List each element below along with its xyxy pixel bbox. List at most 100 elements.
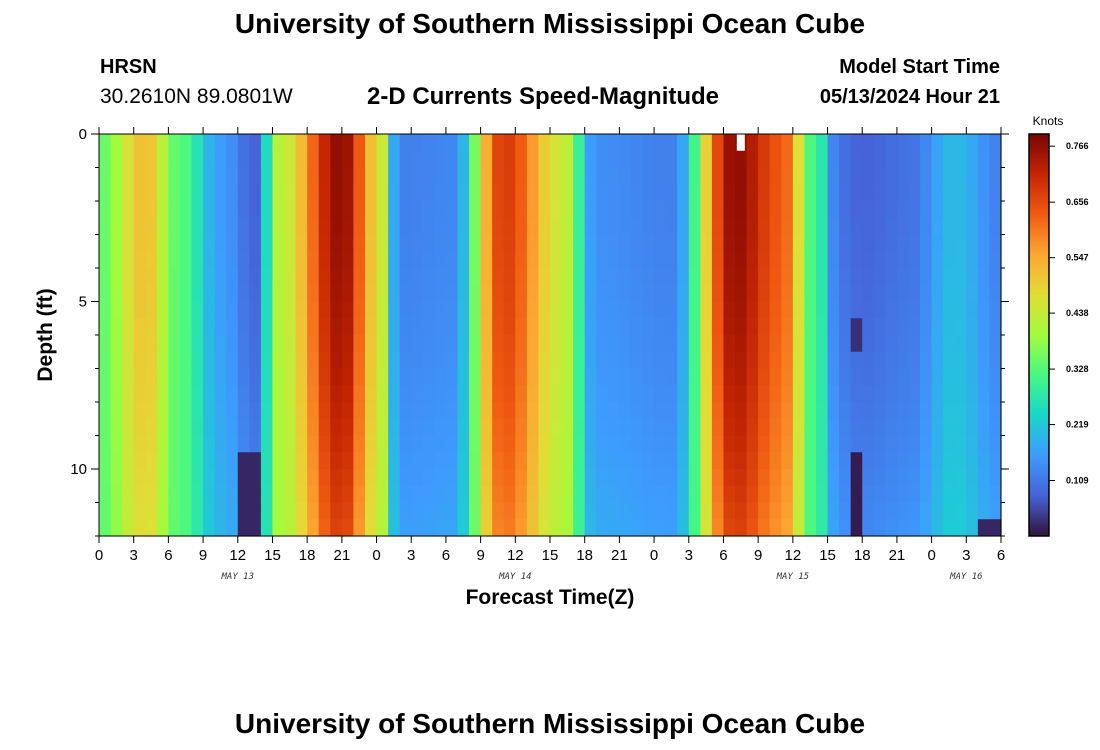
heatmap-cell [735,284,748,303]
heatmap-cell [885,335,898,353]
heatmap-cell [295,418,308,437]
heatmap-cell [318,385,331,403]
heatmap-cell [862,217,875,236]
heatmap-cell [411,234,424,252]
heatmap-cell [307,385,320,403]
heatmap-cell [596,502,609,520]
heatmap-cell [630,351,644,370]
heatmap-cell [931,217,944,236]
heatmap-cell [330,368,343,386]
heatmap-cell [341,385,355,403]
heatmap-cell [677,351,690,370]
heatmap-cell [145,335,158,353]
heatmap-cell [122,268,135,286]
heatmap-cell [388,134,401,152]
heatmap-cell [330,418,343,437]
heatmap-cell [804,134,817,152]
heatmap-cell [989,368,1002,386]
heatmap-cell [850,217,863,236]
heatmap-cell [376,268,389,286]
heatmap-cell [920,184,933,202]
heatmap-cell [607,452,620,470]
heatmap-cell [746,368,759,386]
heatmap-cell [607,234,620,252]
heatmap-cell [538,284,551,303]
heatmap-cell [723,402,736,420]
heatmap-cell [688,418,701,437]
heatmap-cell [341,335,355,353]
heatmap-cell [330,402,343,420]
heatmap-cell [330,150,343,169]
heatmap-cell [850,301,863,319]
heatmap-cell [179,485,193,504]
x-tick-label: 6 [719,547,727,564]
heatmap-cell [469,318,482,336]
heatmap-cell [896,452,910,470]
heatmap-cell [179,435,193,453]
heatmap-cell [862,167,875,185]
heatmap-cell [977,519,991,537]
heatmap-cell [399,435,412,453]
heatmap-cell [804,217,817,236]
heatmap-cell [411,268,424,286]
heatmap-cell [550,251,563,269]
heatmap-cell [977,402,991,420]
heatmap-cell [804,402,817,420]
heatmap-cell [307,335,320,353]
heatmap-cell [110,234,123,252]
heatmap-cell [677,201,690,219]
heatmap-cell [353,402,366,420]
heatmap-cell [827,351,840,370]
heatmap-cell [954,469,967,487]
heatmap-cell [850,335,863,353]
heatmap-cell [677,402,690,420]
heatmap-cell [318,318,331,336]
heatmap-cell [758,234,771,252]
heatmap-cell [607,318,620,336]
heatmap-cell [723,519,736,537]
heatmap-cell [827,485,840,504]
heatmap-cell [885,184,898,202]
heatmap-cell [677,435,690,453]
heatmap-cell [526,284,540,303]
heatmap-cell [284,519,297,537]
heatmap-cell [411,284,424,303]
heatmap-cell [954,184,967,202]
currents-heatmap-chart: 0 3 6 9 12 15 18 21 0 3 6 9 12 15 18 21 0 3 6 9 12 15 18 21 0 3 6M… [34,114,1089,609]
heatmap-cell [723,167,736,185]
heatmap-cell [376,167,389,185]
heatmap-cell [688,452,701,470]
heatmap-cell [503,318,516,336]
heatmap-cell [839,167,852,185]
heatmap-cell [353,485,366,504]
heatmap-cell [550,385,563,403]
heatmap-cell [122,519,135,537]
heatmap-cell [642,251,655,269]
heatmap-cell [908,318,921,336]
heatmap-cell [584,217,597,236]
heatmap-cell [596,284,609,303]
heatmap-cell [723,217,736,236]
heatmap-cell [746,335,759,353]
heatmap-cell [526,485,540,504]
heatmap-cell [260,217,274,236]
heatmap-cell [353,150,366,169]
heatmap-cell [191,335,204,353]
heatmap-cell [688,485,701,504]
heatmap-cell [457,402,470,420]
heatmap-cell [966,351,979,370]
heatmap-cell [758,268,771,286]
heatmap-cell [318,418,331,437]
heatmap-cell [388,452,401,470]
heatmap-cell [260,301,274,319]
heatmap-cell [353,351,366,370]
heatmap-cell [457,301,470,319]
heatmap-cell [792,268,806,286]
heatmap-cell [191,351,204,370]
heatmap-cell [364,469,378,487]
heatmap-cell [411,335,424,353]
heatmap-cell [434,418,447,437]
heatmap-cell [931,184,944,202]
heatmap-cell [526,502,540,520]
heatmap-cell [457,385,470,403]
